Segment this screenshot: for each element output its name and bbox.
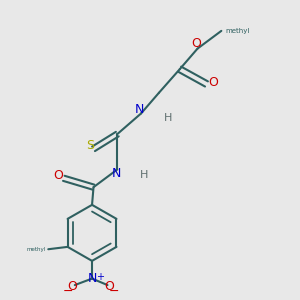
Text: −: − [109,284,120,298]
Text: O: O [191,37,201,50]
Text: +: + [96,272,104,281]
Text: −: − [63,284,74,298]
Text: N: N [87,272,97,285]
Text: O: O [53,169,63,182]
Text: O: O [208,76,218,89]
Text: S: S [86,139,94,152]
Text: N: N [112,167,122,180]
Text: H: H [140,170,148,180]
Text: O: O [104,280,114,293]
Text: H: H [164,113,172,123]
Text: methyl: methyl [225,28,249,34]
Text: N: N [135,103,144,116]
Text: methyl: methyl [27,247,46,252]
Text: O: O [67,280,77,293]
